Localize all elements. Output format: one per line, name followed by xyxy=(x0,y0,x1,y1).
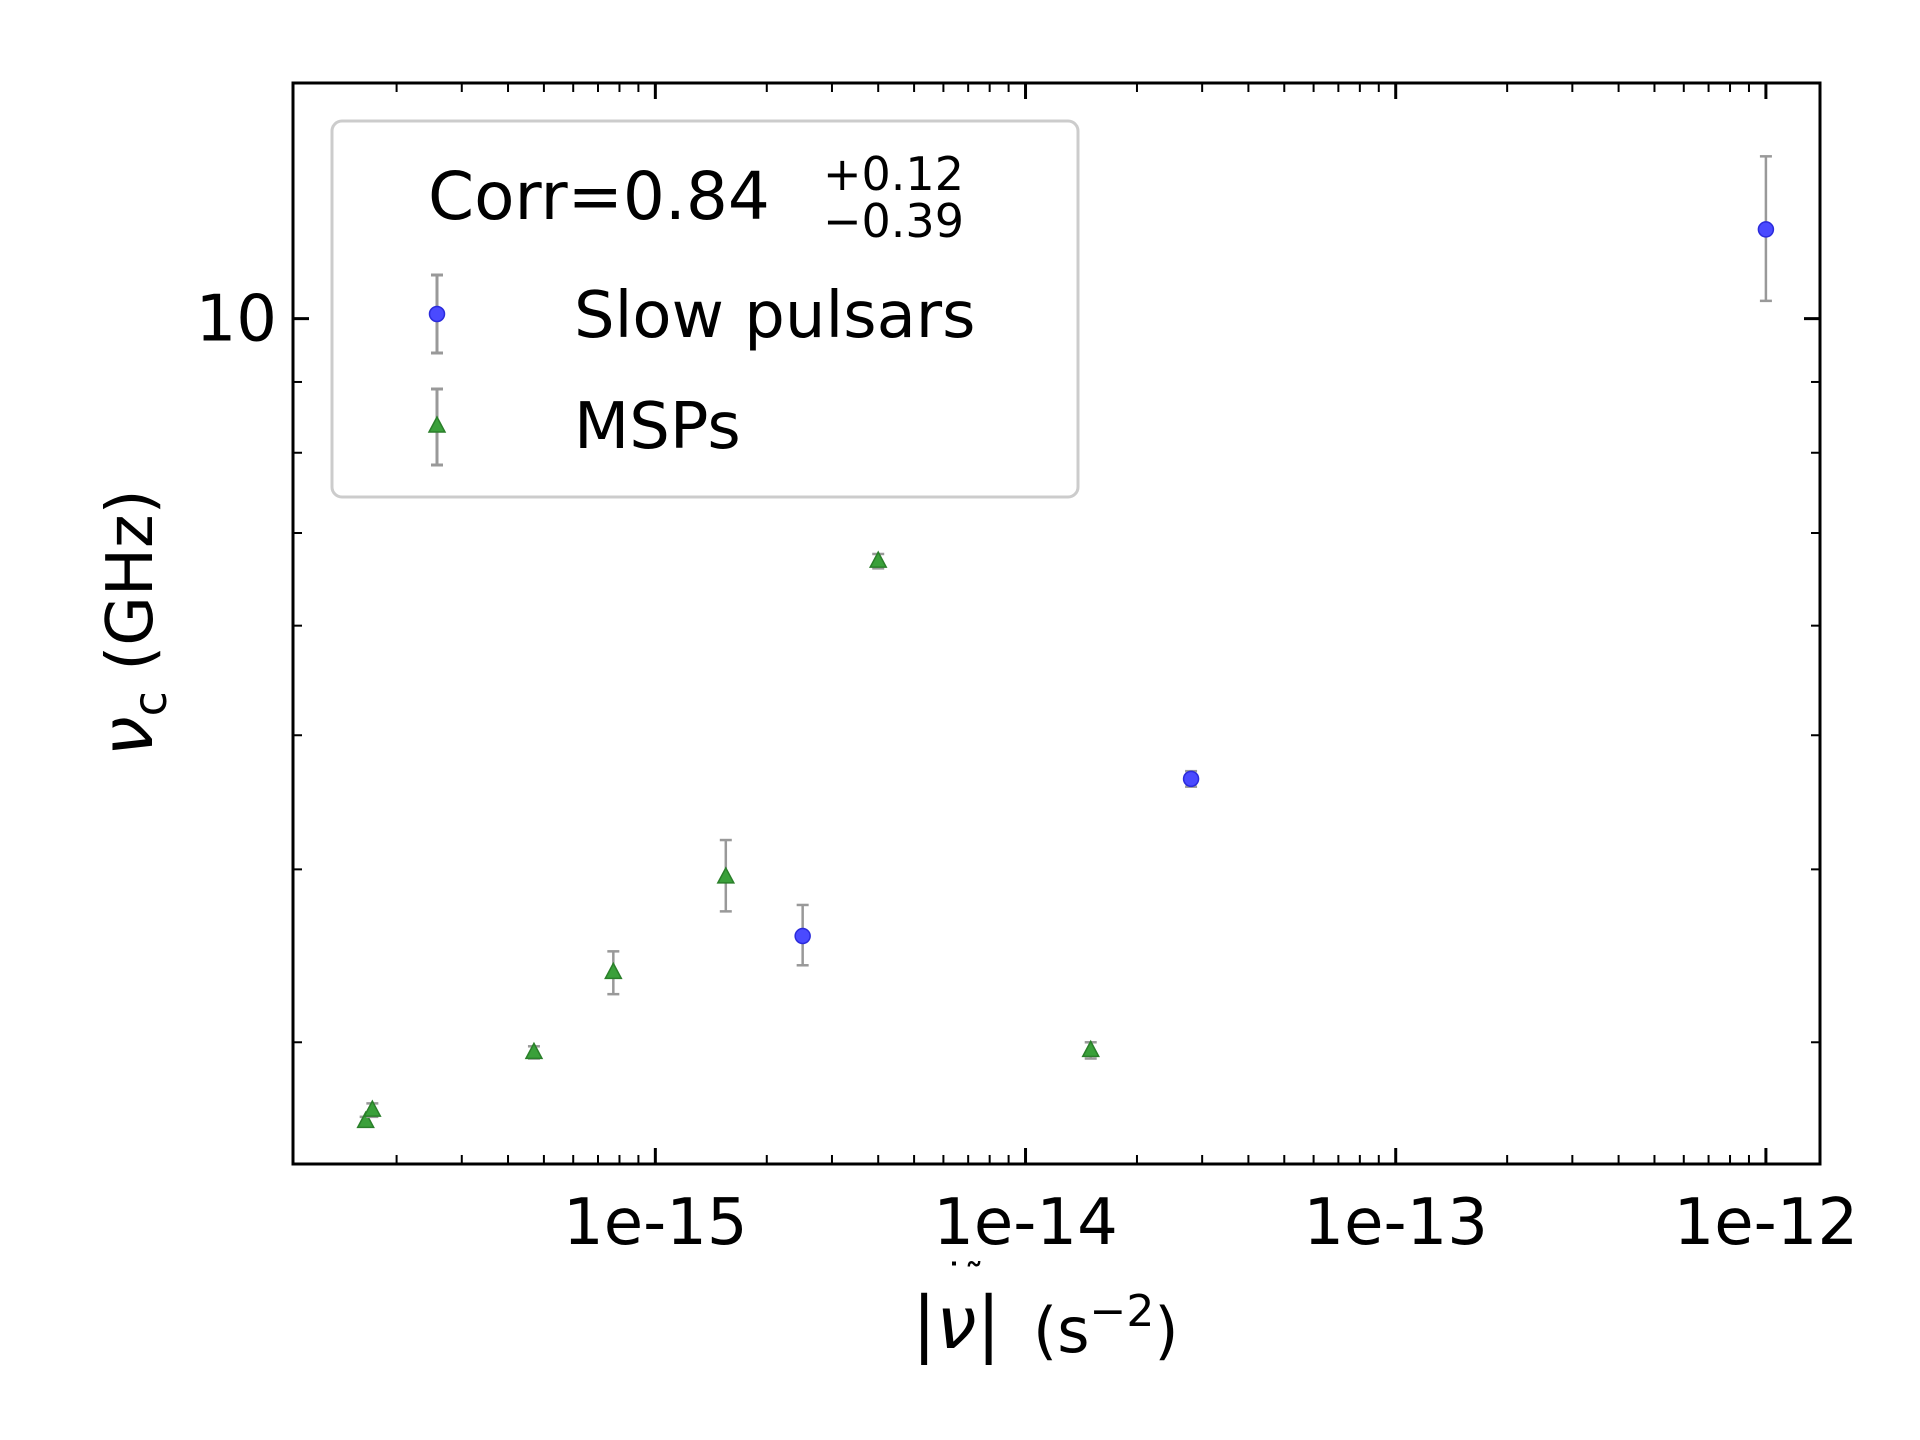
x-label-close: ) xyxy=(1154,1294,1178,1367)
x-label-bar-right: | xyxy=(976,1281,1000,1366)
data-point xyxy=(604,961,623,980)
legend-label-msps: MSPs xyxy=(574,390,741,464)
legend-title-plus: +0.12 xyxy=(823,147,964,201)
svg-text:|ν|: |ν| xyxy=(912,1281,1001,1366)
svg-text:(s−2): (s−2) xyxy=(1033,1286,1179,1367)
y-label-sub: c xyxy=(123,691,177,716)
data-point xyxy=(716,866,736,884)
x-label-unit: (s xyxy=(1033,1294,1090,1367)
legend-title-minus: −0.39 xyxy=(823,194,964,248)
legend: Corr=0.84 +0.12 −0.39 Slow pulsars MSPs xyxy=(330,119,1080,499)
y-label-unit: (GHz) xyxy=(94,489,168,670)
x-label-symbol: ν xyxy=(936,1281,976,1365)
x-label-bar-left: | xyxy=(912,1281,936,1366)
x-tick-label: 1e-12 xyxy=(1674,1186,1859,1260)
data-point xyxy=(363,1099,382,1117)
plot-frame xyxy=(291,81,1822,1166)
data-point xyxy=(356,1110,375,1129)
ticks-layer: 1e-15 1e-14 1e-13 1e-12 10 xyxy=(196,83,1859,1260)
x-tick-label: 1e-13 xyxy=(1303,1186,1488,1260)
data-point xyxy=(1182,770,1200,788)
legend-entry-msps: MSPs xyxy=(427,387,741,467)
series-msps xyxy=(356,550,1100,1129)
series-slow-pulsars xyxy=(794,155,1775,967)
legend-marker-triangle xyxy=(427,415,447,433)
data-point xyxy=(794,927,811,945)
legend-entry-slow: Slow pulsars xyxy=(428,273,975,355)
legend-marker-circle xyxy=(428,305,446,323)
svg-text:νc (GHz): νc (GHz) xyxy=(85,489,177,756)
corr-main: Corr=0.84 xyxy=(428,158,770,235)
data-point xyxy=(868,550,888,568)
legend-label-slow: Slow pulsars xyxy=(574,279,975,353)
y-tick-label: 10 xyxy=(196,283,277,357)
legend-box xyxy=(330,119,1080,499)
x-label-dots: ˙˜ xyxy=(944,1256,984,1302)
data-point xyxy=(524,1041,544,1060)
legend-title: Corr=0.84 xyxy=(428,158,770,235)
x-tick-label: 1e-14 xyxy=(933,1186,1118,1260)
data-layer xyxy=(356,155,1775,1129)
y-axis-label: νc (GHz) xyxy=(85,489,177,756)
y-label-symbol: ν xyxy=(85,716,169,756)
x-label-exp: −2 xyxy=(1090,1286,1155,1337)
x-axis-label: |ν| ˙˜ (s−2) xyxy=(912,1256,1179,1367)
data-point xyxy=(1757,221,1775,238)
data-point xyxy=(1081,1039,1100,1058)
x-tick-label: 1e-15 xyxy=(563,1186,748,1260)
